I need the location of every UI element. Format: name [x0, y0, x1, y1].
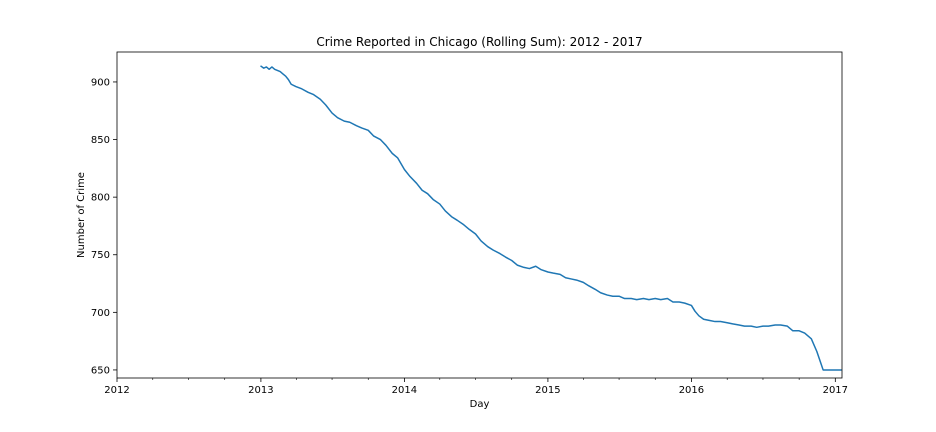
x-tick-label: 2013 [248, 385, 273, 396]
plot-background [117, 52, 842, 378]
plot-frame [116, 51, 843, 379]
chart-title: Crime Reported in Chicago (Rolling Sum):… [316, 35, 642, 49]
x-tick-label: 2017 [823, 385, 848, 396]
y-tick-label: 650 [91, 365, 110, 376]
y-axis: 650 700 750 800 850 900 [91, 77, 117, 376]
x-axis: 2012 2013 2014 2015 2016 2017 [104, 378, 848, 396]
y-tick-label: 750 [91, 250, 110, 261]
x-axis-label: Day [470, 399, 490, 410]
x-tick-label: 2014 [392, 385, 417, 396]
x-tick-label: 2015 [535, 385, 560, 396]
line-layer [260, 65, 842, 371]
y-tick-label: 800 [91, 193, 110, 204]
x-tick-label: 2016 [679, 385, 704, 396]
series-line-0 [260, 65, 842, 371]
y-axis-label: Number of Crime [76, 172, 87, 258]
y-tick-label: 850 [91, 135, 110, 146]
y-tick-label: 700 [91, 308, 110, 319]
y-tick-label: 900 [91, 77, 110, 88]
x-tick-label: 2012 [104, 385, 129, 396]
